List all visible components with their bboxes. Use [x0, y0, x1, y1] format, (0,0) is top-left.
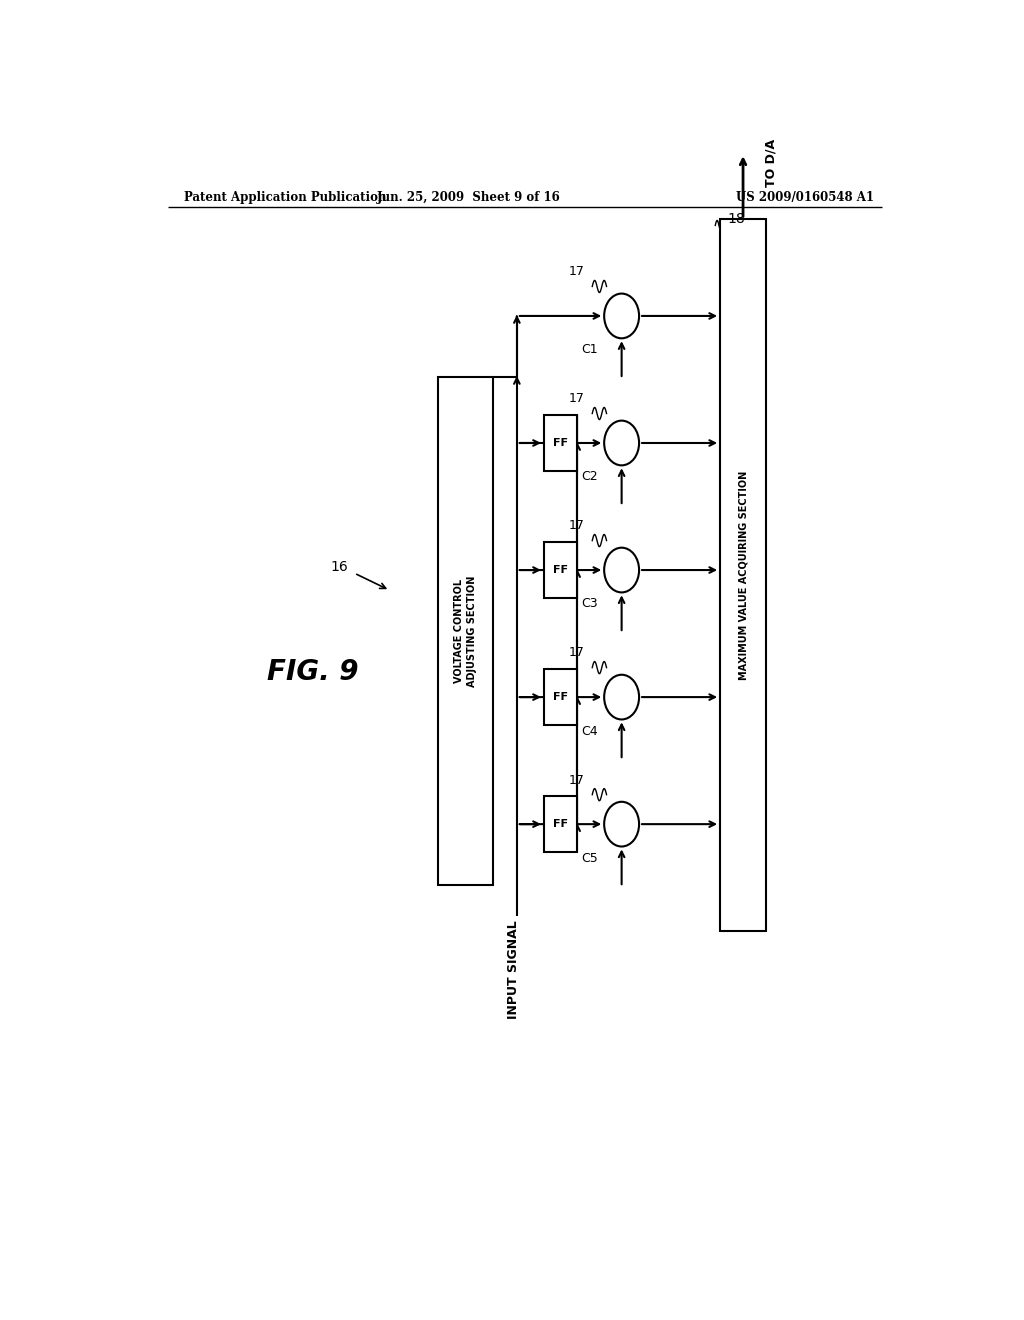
Text: 17: 17	[568, 774, 585, 787]
Text: FF: FF	[553, 438, 568, 447]
Circle shape	[604, 675, 639, 719]
Text: Jun. 25, 2009  Sheet 9 of 16: Jun. 25, 2009 Sheet 9 of 16	[378, 191, 561, 203]
Text: US 2009/0160548 A1: US 2009/0160548 A1	[736, 191, 873, 203]
Text: MAXIMUM VALUE ACQUIRING SECTION: MAXIMUM VALUE ACQUIRING SECTION	[738, 470, 749, 680]
Bar	[544, 414, 578, 471]
Text: 17: 17	[568, 392, 585, 405]
Text: FF: FF	[553, 565, 568, 576]
Text: Patent Application Publication: Patent Application Publication	[183, 191, 386, 203]
Text: FF: FF	[553, 692, 568, 702]
Text: TO D/A: TO D/A	[765, 139, 777, 187]
Text: 16: 16	[331, 560, 348, 574]
Text: 18: 18	[727, 213, 744, 227]
Text: C2: C2	[582, 470, 598, 483]
Bar	[544, 543, 578, 598]
Text: INPUT SIGNAL: INPUT SIGNAL	[507, 921, 520, 1019]
Bar	[437, 378, 494, 886]
Bar	[544, 796, 578, 853]
Circle shape	[604, 548, 639, 593]
Text: FF: FF	[553, 820, 568, 829]
Text: 17: 17	[568, 647, 585, 660]
Circle shape	[604, 801, 639, 846]
Text: 17: 17	[568, 265, 585, 279]
Bar	[720, 219, 766, 931]
Text: C1: C1	[582, 343, 598, 356]
Text: VOLTAGE CONTROL
ADJUSTING SECTION: VOLTAGE CONTROL ADJUSTING SECTION	[454, 576, 477, 686]
Circle shape	[604, 293, 639, 338]
Bar	[544, 669, 578, 725]
Circle shape	[604, 421, 639, 466]
Text: FIG. 9: FIG. 9	[267, 657, 358, 685]
Text: C3: C3	[582, 598, 598, 610]
Text: C4: C4	[582, 725, 598, 738]
Text: C5: C5	[581, 851, 598, 865]
Text: 17: 17	[568, 520, 585, 532]
